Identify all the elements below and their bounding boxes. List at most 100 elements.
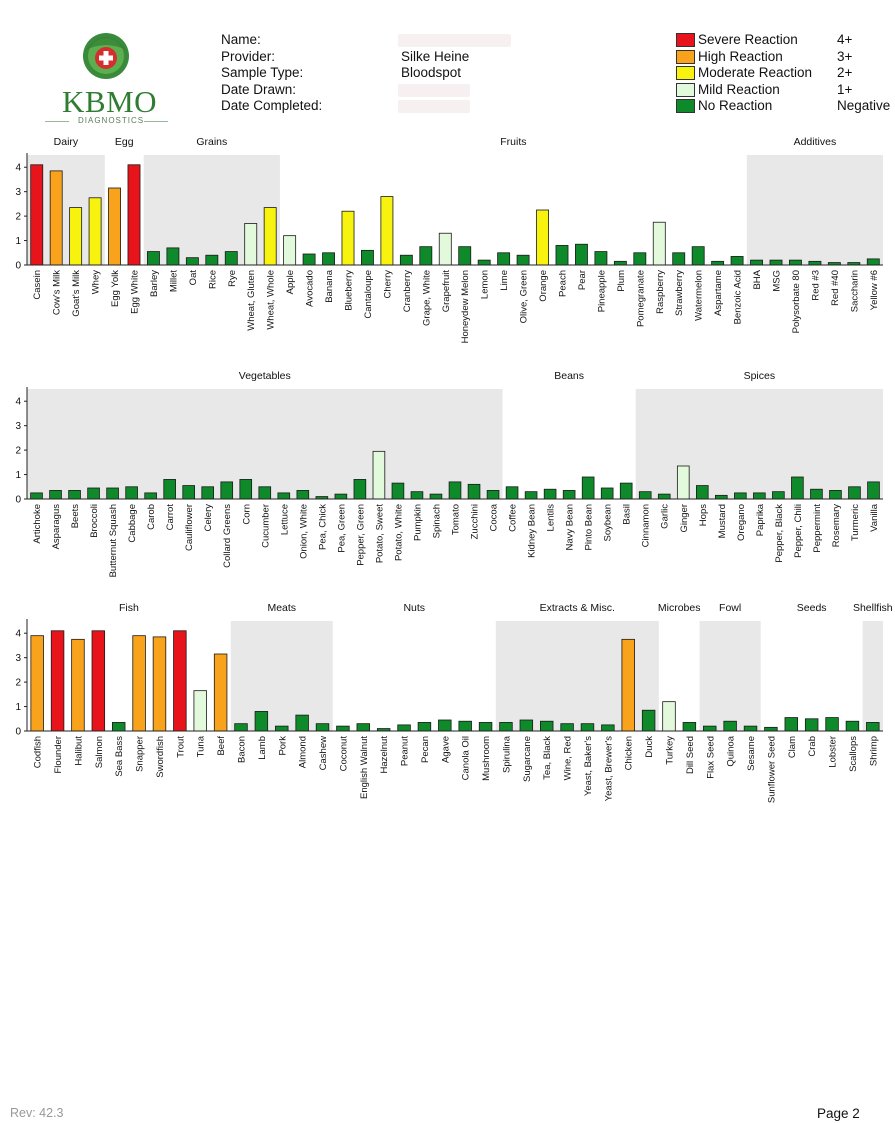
group-band (746, 155, 883, 265)
bar (419, 246, 433, 266)
x-tick-label: Cauliflower (184, 504, 195, 551)
bar (516, 254, 530, 266)
bar (372, 450, 386, 500)
bar (152, 636, 167, 732)
x-tick-label: BHA (752, 269, 763, 289)
group-label: Grains (196, 136, 227, 148)
x-tick-label: Pineapple (596, 270, 607, 312)
legend-grade: Negative (837, 98, 891, 113)
x-tick-label: Goat's Milk (71, 270, 82, 317)
x-tick-label: Lemon (480, 270, 491, 299)
date-completed-label: Date Completed: (221, 98, 323, 113)
bar (505, 486, 519, 500)
group-label: Meats (267, 602, 296, 614)
x-tick-label: Pecan (420, 736, 431, 763)
x-tick-label: Turmeric (850, 504, 861, 541)
x-tick-label: Polysorbate 80 (791, 270, 802, 333)
y-tick-label: 2 (15, 678, 21, 689)
bar (220, 481, 234, 500)
y-tick-label: 1 (15, 470, 21, 481)
bar (438, 719, 452, 732)
x-tick-label: Rice (207, 270, 218, 289)
bar (341, 210, 355, 266)
bar (254, 711, 269, 732)
x-tick-label: Turkey (665, 736, 676, 765)
medical-cross-icon (83, 33, 129, 79)
y-tick-label: 4 (15, 163, 21, 174)
x-tick-label: Wine, Red (563, 736, 574, 780)
bar (30, 492, 43, 500)
x-tick-label: Pumpkin (412, 504, 423, 541)
sample-type-value: Bloodspot (401, 65, 462, 80)
logo-divider (45, 121, 69, 122)
provider-label: Provider: (221, 48, 276, 64)
bar (734, 492, 747, 500)
x-tick-label: Casein (32, 270, 43, 300)
x-tick-label: Celery (203, 504, 214, 532)
bar (205, 254, 219, 266)
bar (429, 493, 443, 500)
bar (524, 491, 538, 500)
x-tick-label: Avocado (305, 270, 316, 307)
date-drawn-label: Date Drawn: (221, 81, 297, 97)
x-tick-label: English Walnut (359, 736, 370, 799)
bar (866, 258, 880, 266)
bar (519, 719, 534, 732)
x-tick-label: Red #3 (810, 270, 821, 301)
bar (185, 257, 199, 266)
group-label: Dairy (54, 136, 79, 148)
bar (239, 479, 253, 500)
legend-swatch (676, 66, 695, 80)
logo-subtitle: DIAGNOSTICS (78, 116, 145, 125)
legend-grade: 1+ (837, 81, 853, 97)
bar (91, 630, 106, 732)
bar (711, 260, 725, 266)
group-label: Extracts & Misc. (540, 602, 615, 614)
x-tick-label: Yellow #6 (869, 270, 880, 310)
x-tick-label: Grape, White (421, 270, 432, 326)
group-band (27, 389, 503, 499)
y-tick-label: 1 (15, 236, 21, 247)
group-label: Seeds (797, 602, 827, 614)
x-tick-label: Sugarcane (522, 736, 533, 782)
x-tick-label: Lettuce (279, 504, 290, 535)
legend-label: No Reaction (698, 98, 773, 113)
x-tick-label: MSG (772, 270, 783, 292)
logo-text: KBMO (62, 84, 158, 119)
x-tick-label: Asparagus (51, 504, 62, 550)
x-tick-label: Crab (807, 736, 818, 757)
x-tick-label: Peach (558, 270, 569, 297)
bar (866, 722, 880, 732)
x-tick-label: Carrot (165, 504, 176, 531)
bar (662, 701, 676, 732)
bar (467, 483, 481, 500)
legend-label: Moderate Reaction (698, 65, 813, 80)
bar (283, 235, 297, 266)
bar (703, 725, 717, 732)
bar (657, 493, 671, 500)
x-tick-label: Halibut (73, 736, 84, 766)
bar (163, 479, 176, 500)
bar (49, 490, 62, 500)
x-tick-label: Lamb (257, 736, 268, 760)
bar (263, 207, 277, 266)
bar (30, 164, 44, 266)
bar (234, 723, 248, 732)
bar (769, 259, 783, 266)
x-tick-label: Kidney Bean (527, 504, 538, 558)
bar (867, 481, 880, 500)
bar (539, 720, 554, 732)
bar (295, 714, 309, 732)
chart-vegetables-beans-spices: Vegetables Beans Spices 0 1 2 3 4 Artichoke Aspar… (15, 370, 883, 577)
bar (743, 725, 758, 732)
bar (334, 493, 348, 500)
bar (166, 247, 180, 266)
x-tick-label: Coffee (508, 504, 519, 532)
legend-grade: 3+ (837, 48, 853, 64)
x-tick-label: Rosemary (831, 504, 842, 548)
group-label: Vegetables (239, 370, 291, 382)
group-label: Egg (115, 136, 134, 148)
bar (600, 487, 614, 500)
bar (353, 479, 367, 500)
y-tick-label: 0 (15, 261, 21, 272)
